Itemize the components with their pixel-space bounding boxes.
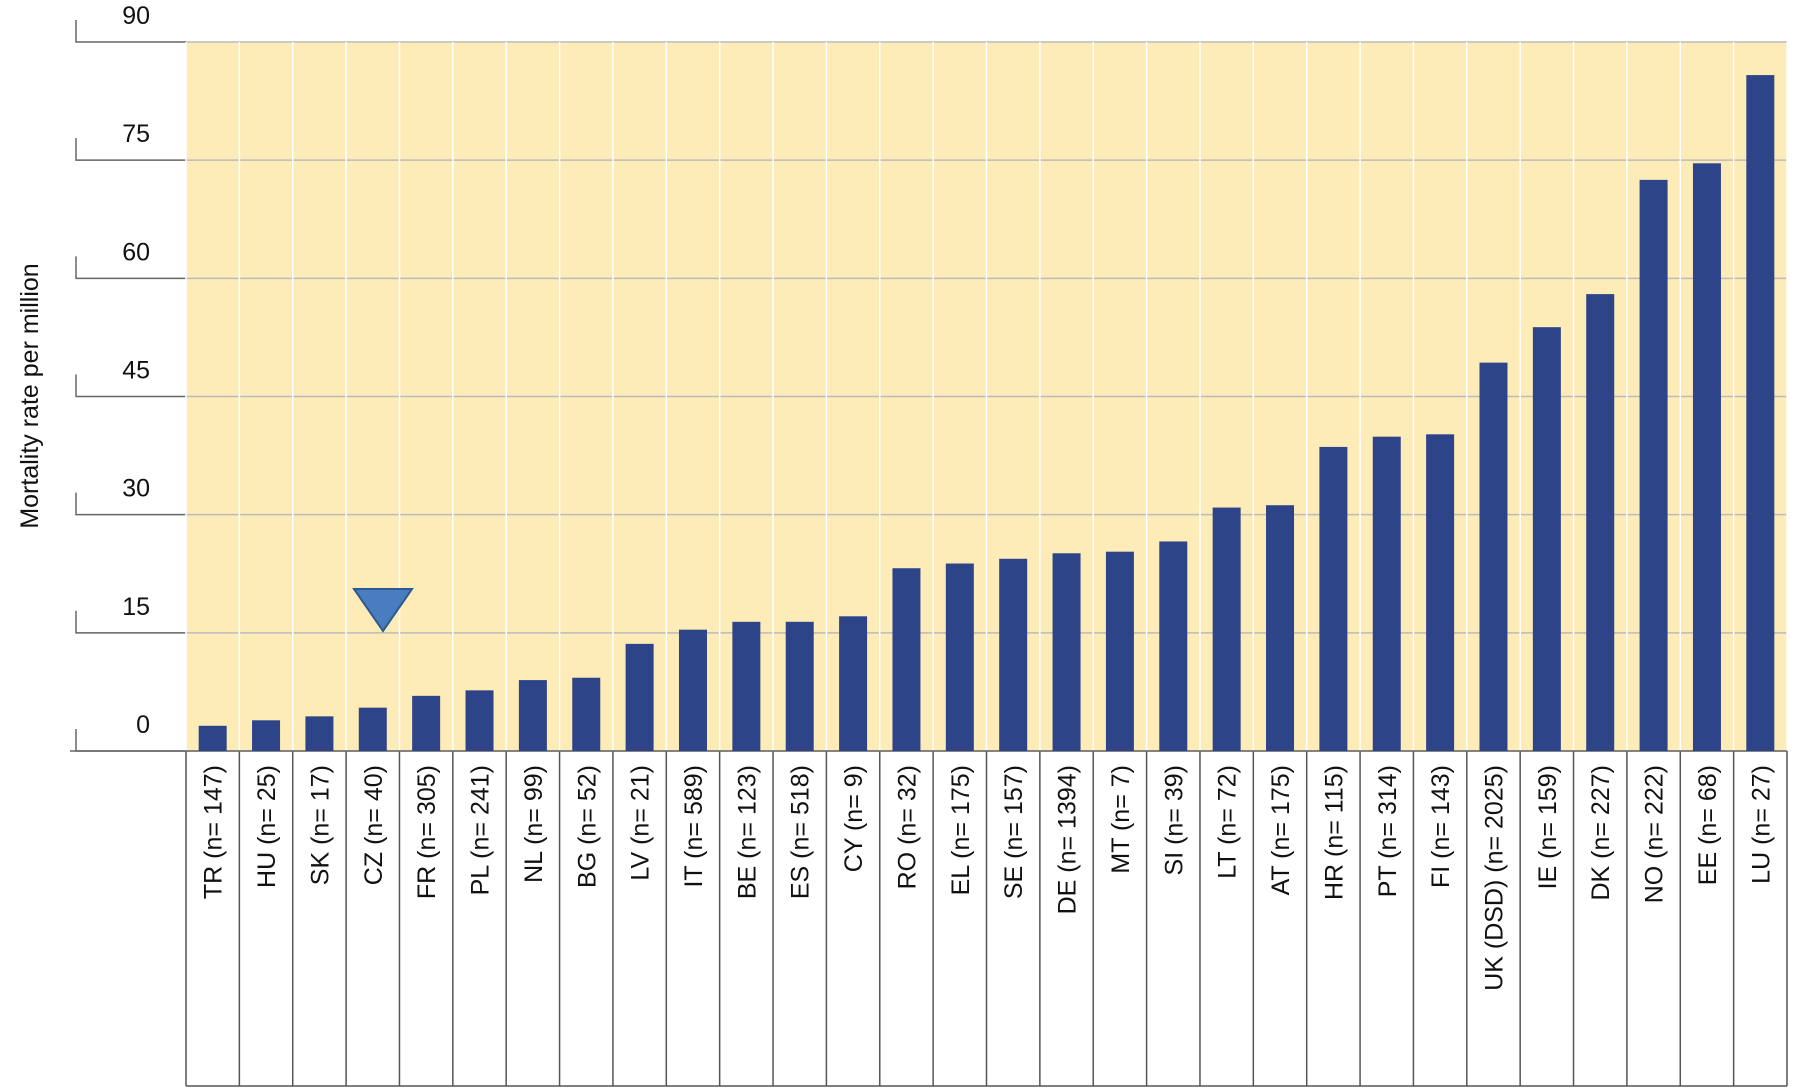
x-tick-label: EE (n= 68) <box>1694 765 1722 885</box>
bar <box>1639 179 1668 752</box>
bar <box>305 716 334 751</box>
x-tick-label: SK (n= 17) <box>306 765 334 885</box>
bar <box>252 720 281 751</box>
x-tick-label: HU (n= 25) <box>253 765 281 888</box>
x-tick-label: BE (n= 123) <box>733 765 761 899</box>
y-tick <box>75 729 186 752</box>
bar <box>1746 75 1775 751</box>
y-tick <box>75 610 186 634</box>
x-tick-label: FR (n= 305) <box>413 765 441 899</box>
bar <box>1586 294 1615 751</box>
x-tick-label: SI (n= 39) <box>1160 765 1188 875</box>
x-tick-label: LU (n= 27) <box>1747 765 1775 884</box>
y-axis-label: Mortality rate per million <box>16 263 44 528</box>
bar <box>1479 362 1508 751</box>
marker-triangle <box>352 588 414 633</box>
x-tick-label: PL (n= 241) <box>467 765 495 895</box>
bar <box>1105 551 1134 751</box>
x-tick-label: SE (n= 157) <box>1000 765 1028 899</box>
bar <box>1426 434 1455 751</box>
bar <box>1532 327 1561 751</box>
x-tick-label: LT (n= 72) <box>1214 765 1242 879</box>
x-tick-label: AT (n= 175) <box>1267 765 1295 895</box>
bar <box>625 643 654 751</box>
y-tick <box>75 20 186 43</box>
bar <box>732 621 761 751</box>
bar <box>518 680 547 751</box>
x-tick-label: NL (n= 99) <box>520 765 548 883</box>
x-tick-label: LV (n= 21) <box>627 765 655 881</box>
x-tick-label: FI (n= 143) <box>1427 765 1455 888</box>
bar <box>358 707 387 751</box>
x-tick-label: CY (n= 9) <box>840 765 868 872</box>
x-tick-label: ES (n= 518) <box>787 765 815 899</box>
bar <box>999 558 1028 751</box>
x-tick-label: CZ (n= 40) <box>360 765 388 885</box>
bar <box>1052 553 1081 751</box>
bar <box>1266 505 1295 751</box>
bar <box>465 690 494 751</box>
bar <box>1212 507 1241 751</box>
x-tick-label: BG (n= 52) <box>573 765 601 888</box>
bar <box>1319 446 1348 751</box>
y-tick-label: 90 <box>122 2 150 30</box>
bar <box>198 725 227 751</box>
bar <box>892 568 921 751</box>
bar <box>1372 436 1401 751</box>
y-tick <box>75 138 186 161</box>
bar <box>572 677 601 751</box>
y-tick-label: 45 <box>122 357 150 385</box>
x-tick-label: IE (n= 159) <box>1534 765 1562 889</box>
x-tick-label: RO (n= 32) <box>893 765 921 889</box>
y-tick-label: 30 <box>122 475 150 503</box>
y-tick <box>75 256 186 280</box>
x-tick-label: DE (n= 1394) <box>1054 765 1082 914</box>
x-tick-label: UK (DSD) (n= 2025) <box>1480 765 1508 991</box>
x-tick-label: PT (n= 314) <box>1374 765 1402 897</box>
x-tick-label: IT (n= 589) <box>680 765 708 888</box>
x-tick-label: EL (n= 175) <box>947 765 975 895</box>
bar <box>1159 541 1188 751</box>
y-tick <box>75 374 186 398</box>
bar <box>678 629 707 751</box>
y-tick-label: 15 <box>122 593 150 621</box>
x-tick-label: TR (n= 147) <box>200 765 228 899</box>
bar <box>785 621 814 751</box>
y-tick <box>75 492 186 516</box>
y-tick-label: 60 <box>122 238 150 266</box>
y-tick-label: 0 <box>136 711 150 739</box>
y-tick-label: 75 <box>122 120 150 148</box>
x-tick-label: HR (n= 115) <box>1320 765 1348 900</box>
x-tick-label: NO (n= 222) <box>1641 765 1669 903</box>
x-tick-label: DK (n= 227) <box>1587 765 1615 901</box>
bar <box>839 616 868 751</box>
x-tick-label: MT (n= 7) <box>1107 765 1135 874</box>
bar <box>412 695 441 751</box>
bar <box>1692 163 1721 752</box>
bar <box>945 563 974 751</box>
